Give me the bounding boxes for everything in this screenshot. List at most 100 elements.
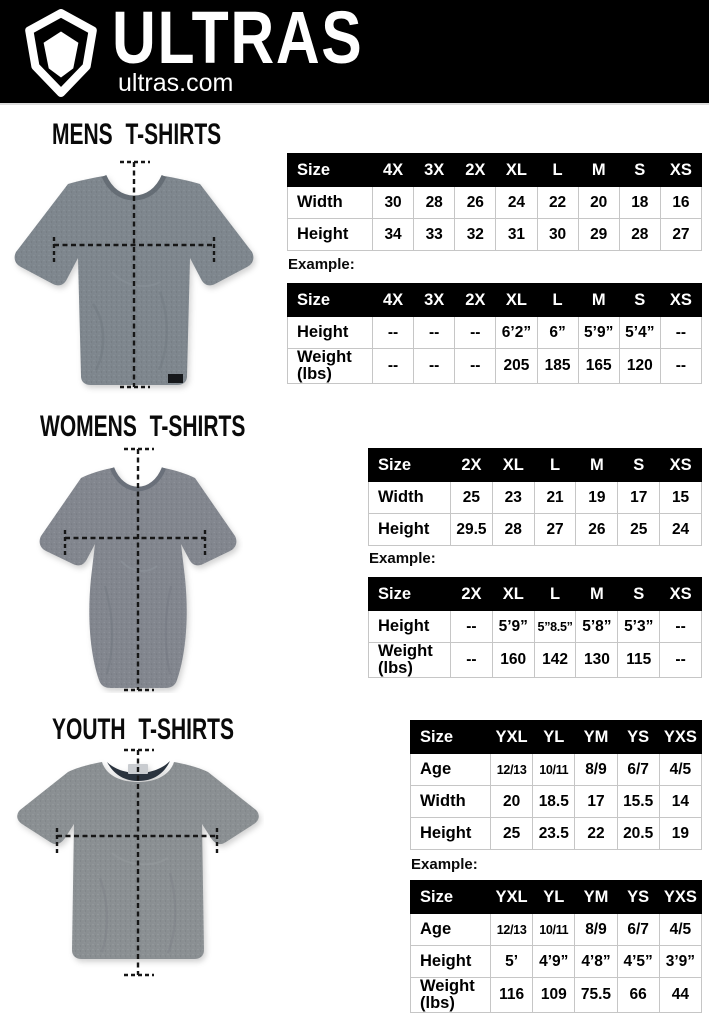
header-bar: ULTRAS ultras.com: [0, 0, 709, 105]
value-cell: --: [659, 610, 702, 643]
column-header-cell: XL: [491, 577, 535, 611]
value-cell: 17: [574, 785, 618, 818]
row-label-cell: Height: [410, 817, 491, 850]
value-cell: 29.5: [450, 513, 493, 546]
column-header-cell: 2X: [450, 448, 493, 482]
table-row: Height -- -- -- 6’2” 6” 5’9” 5’4” --: [287, 316, 703, 349]
value-cell: --: [450, 642, 493, 678]
value-cell: 27: [659, 218, 703, 251]
row-label-cell: Weight (lbs): [368, 642, 451, 678]
youth-example-table: Size YXL YL YM YS YXS Age 12/13 10/11 8/9 6/7 4/5 He…: [410, 880, 703, 1013]
value-cell: 4’5”: [616, 945, 660, 978]
value-cell: --: [371, 316, 415, 349]
value-cell: 17: [617, 481, 661, 514]
column-header-cell: XS: [659, 283, 703, 317]
column-header-cell: L: [533, 577, 577, 611]
row-label-cell: Width: [410, 785, 491, 818]
womens-example-caption: Example:: [369, 550, 436, 567]
womens-section-title: WOMENS T-SHIRTS: [40, 410, 246, 443]
row-label-cell: Width: [287, 186, 373, 219]
youth-measurement-lines: [55, 748, 219, 977]
value-cell: 4/5: [658, 753, 703, 786]
value-cell: 25: [617, 513, 661, 546]
size-header-cell: Size: [287, 283, 373, 317]
value-cell: 116: [489, 977, 534, 1013]
ultras-shield-icon: [25, 9, 97, 97]
value-cell: 6’2”: [495, 316, 538, 349]
table-row: Age 12/13 10/11 8/9 6/7 4/5: [410, 913, 703, 946]
column-header-cell: YS: [616, 720, 660, 754]
value-cell: 10/11: [532, 753, 576, 786]
row-label-cell: Height: [410, 945, 491, 978]
column-header-cell: L: [536, 153, 579, 187]
value-cell: 24: [659, 513, 702, 546]
value-cell: --: [659, 348, 703, 384]
value-cell: 6/7: [616, 913, 660, 946]
mens-example-caption: Example:: [288, 256, 355, 273]
size-header-cell: Size: [368, 577, 451, 611]
value-cell: 19: [575, 481, 619, 514]
value-cell: 34: [371, 218, 415, 251]
value-cell: 4/5: [658, 913, 703, 946]
value-cell: 205: [495, 348, 538, 384]
column-header-cell: YL: [532, 720, 576, 754]
column-header-cell: XL: [495, 283, 538, 317]
youth-size-table: Size YXL YL YM YS YXS Age 12/13 10/11 8/9 6/7 4/5 Wi…: [410, 720, 703, 850]
value-cell: 44: [658, 977, 703, 1013]
value-cell: --: [413, 316, 456, 349]
value-cell: 25: [450, 481, 493, 514]
size-header-cell: Size: [410, 880, 491, 914]
table-row: Height 5’ 4’9” 4’8” 4’5” 3’9”: [410, 945, 703, 978]
column-header-cell: S: [617, 448, 661, 482]
value-cell: --: [659, 316, 703, 349]
womens-example-table: Size 2X XL L M S XS Height -- 5’9” 5”8.5” 5’8” 5’3” -…: [368, 577, 702, 678]
column-header-cell: M: [575, 448, 619, 482]
size-header-cell: Size: [368, 448, 451, 482]
youth-example-caption: Example:: [411, 856, 478, 873]
row-label-cell: Height: [368, 610, 451, 643]
value-cell: 109: [532, 977, 576, 1013]
table-row: Weight (lbs) -- -- -- 205 185 165 120 --: [287, 348, 703, 384]
value-cell: 12/13: [489, 753, 534, 786]
value-cell: 15: [659, 481, 702, 514]
column-header-cell: S: [618, 153, 661, 187]
table-header-row: Size 4X 3X 2X XL L M S XS: [287, 153, 703, 187]
row-label-cell: Age: [410, 753, 491, 786]
table-row: Height 34 33 32 31 30 29 28 27: [287, 218, 703, 251]
table-header-row: Size 4X 3X 2X XL L M S XS: [287, 283, 703, 317]
table-row: Weight (lbs) 116 109 75.5 66 44: [410, 977, 703, 1013]
value-cell: 22: [574, 817, 618, 850]
value-cell: 160: [491, 642, 535, 678]
row-label-cell: Height: [287, 316, 373, 349]
value-cell: 5’8”: [575, 610, 619, 643]
value-cell: 4’8”: [574, 945, 618, 978]
value-cell: 31: [495, 218, 538, 251]
value-cell: 28: [618, 218, 661, 251]
site-url: ultras.com: [118, 69, 234, 97]
value-cell: 25: [489, 817, 534, 850]
value-cell: 16: [659, 186, 703, 219]
table-header-row: Size YXL YL YM YS YXS: [410, 720, 703, 754]
column-header-cell: YXS: [658, 720, 703, 754]
table-header-row: Size 2X XL L M S XS: [368, 448, 702, 482]
row-label-cell: Age: [410, 913, 491, 946]
value-cell: 66: [616, 977, 660, 1013]
value-cell: 8/9: [574, 913, 618, 946]
column-header-cell: YL: [532, 880, 576, 914]
column-header-cell: 3X: [413, 283, 456, 317]
value-cell: 24: [495, 186, 538, 219]
value-cell: 6”: [536, 316, 579, 349]
column-header-cell: M: [577, 283, 620, 317]
value-cell: 20.5: [616, 817, 660, 850]
size-header-cell: Size: [410, 720, 491, 754]
table-row: Height 29.5 28 27 26 25 24: [368, 513, 702, 546]
value-cell: 28: [413, 186, 456, 219]
size-header-cell: Size: [287, 153, 373, 187]
youth-section-title: YOUTH T-SHIRTS: [52, 713, 235, 746]
value-cell: --: [659, 642, 702, 678]
table-row: Width 20 18.5 17 15.5 14: [410, 785, 703, 818]
womens-measurement-lines: [63, 447, 207, 692]
column-header-cell: 4X: [371, 283, 415, 317]
value-cell: 8/9: [574, 753, 618, 786]
value-cell: 5’9”: [577, 316, 620, 349]
